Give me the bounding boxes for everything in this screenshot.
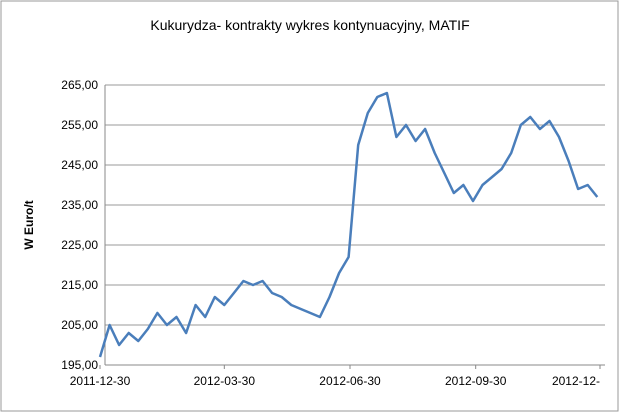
x-tick-label: 2012-12- bbox=[552, 374, 600, 388]
x-tick-label: 2011-12-30 bbox=[70, 374, 131, 388]
y-tick-label: 235,00 bbox=[61, 198, 98, 212]
y-tick-label: 255,00 bbox=[61, 118, 98, 132]
y-tick-label: 195,00 bbox=[61, 358, 98, 372]
x-tick-label: 2012-09-30 bbox=[445, 374, 507, 388]
y-tick-label: 245,00 bbox=[61, 158, 98, 172]
y-axis-label: W Euro/t bbox=[22, 200, 36, 249]
y-tick-label: 265,00 bbox=[61, 78, 98, 92]
y-tick-label: 205,00 bbox=[61, 318, 98, 332]
chart-title: Kukurydza- kontrakty wykres kontynuacyjn… bbox=[150, 17, 469, 33]
y-tick-label: 215,00 bbox=[61, 278, 98, 292]
x-tick-label: 2012-03-30 bbox=[194, 374, 256, 388]
data-line bbox=[98, 91, 599, 358]
y-tick-label: 225,00 bbox=[61, 238, 98, 252]
x-tick-label: 2012-06-30 bbox=[319, 374, 381, 388]
